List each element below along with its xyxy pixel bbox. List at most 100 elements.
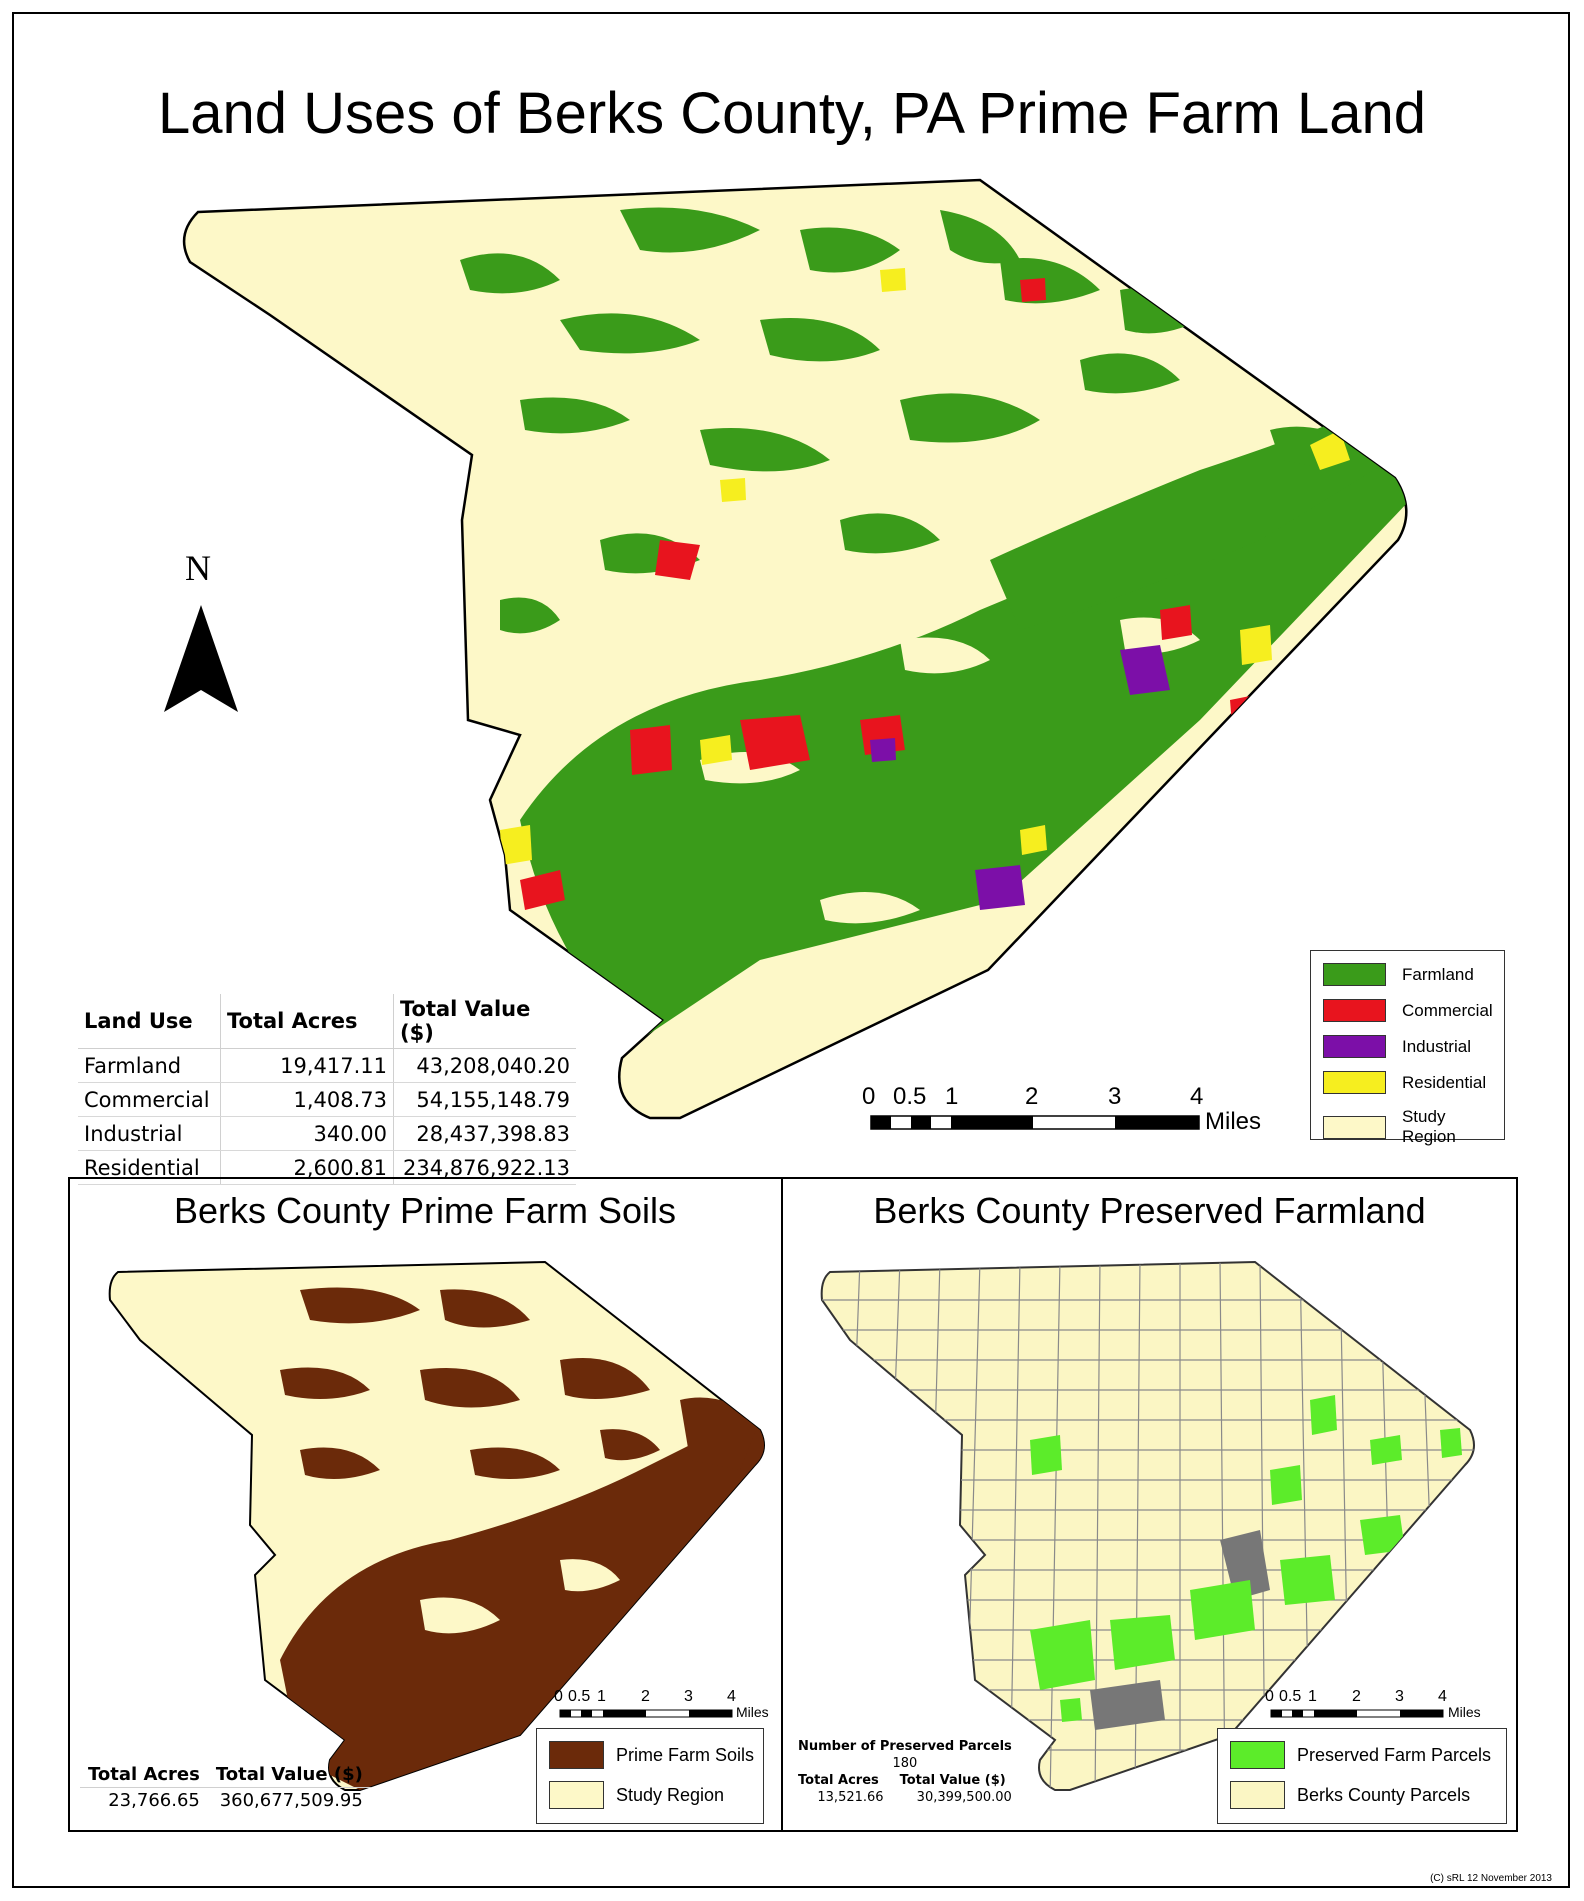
legend-label: Preserved Farm Parcels [1297, 1744, 1492, 1765]
soils-scale-unit: Miles [736, 1704, 769, 1720]
residential-patch [720, 478, 746, 502]
land-use-table: Land Use Total Acres Total Value ($) Far… [78, 994, 576, 1185]
legend-label: Farmland [1402, 964, 1474, 984]
legend-label: Study Region [616, 1784, 725, 1805]
preserved-legend: Preserved Farm Parcels Berks County Parc… [1217, 1728, 1507, 1824]
soils-scale-tick: 0.5 [568, 1688, 591, 1705]
commercial-patch [630, 725, 672, 775]
farmland-patch [460, 253, 560, 294]
commercial-patch [1230, 695, 1258, 725]
farmland-patch [700, 428, 830, 472]
commercial-patch [520, 870, 565, 910]
soils-map-title: Berks County Prime Farm Soils [173, 1190, 677, 1231]
scale-unit: Miles [1205, 1108, 1262, 1135]
commercial-patch [1020, 278, 1046, 302]
cell-acres: 340.00 [220, 1116, 394, 1151]
header-total-value: Total Value ($) [899, 1773, 1006, 1788]
soils-legend: Prime Farm Soils Study Region [536, 1728, 764, 1824]
main-legend: Farmland Commercial Industrial Residenti… [1310, 950, 1505, 1146]
farmland-patch [560, 313, 700, 354]
legend-swatch-prime-soils [549, 1741, 604, 1769]
header-total-value: Total Value ($) [215, 1764, 363, 1785]
farmland-patch [1080, 353, 1180, 394]
preserved-scale-tick: 1 [1308, 1688, 1317, 1705]
farmland-east [990, 420, 1390, 630]
industrial-patch [870, 738, 896, 762]
cell-use: Industrial [78, 1116, 221, 1151]
bottom-divider [781, 1177, 783, 1832]
cell-acres: 23,766.65 [80, 1787, 208, 1813]
table-row: 180 [790, 1755, 1020, 1772]
residential-patch [880, 268, 906, 292]
preserved-scale-tick: 0 [1265, 1688, 1274, 1705]
table-row: 23,766.65 360,677,509.95 [80, 1787, 371, 1813]
study-region-main [182, 178, 1408, 1120]
legend-item-residential: Residential [1323, 1071, 1486, 1094]
study-region-gap [900, 637, 990, 674]
residential-patch [1240, 625, 1272, 665]
copyright-text: (C) sRL 12 November 2013 [1430, 1873, 1552, 1884]
residential-patch [500, 825, 532, 865]
cell-value: 360,677,509.95 [207, 1787, 371, 1813]
soils-scale-tick: 4 [727, 1688, 736, 1705]
table-header-row: Total Acres Total Value ($) [790, 1772, 1020, 1789]
legend-swatch-study-region [1323, 1115, 1386, 1139]
residential-patch [700, 735, 732, 765]
preserved-map-title: Berks County Preserved Farmland [873, 1190, 1426, 1231]
north-label: N [185, 548, 211, 588]
legend-label: Prime Farm Soils [616, 1744, 755, 1765]
table-row: Industrial 340.00 28,437,398.83 [78, 1116, 576, 1151]
scale-tick-1: 1 [945, 1083, 959, 1110]
header-total-acres: Total Acres [798, 1773, 879, 1788]
cell-acres: 1,408.73 [220, 1082, 394, 1117]
soils-scale-tick: 0 [554, 1688, 563, 1705]
residential-patch [1310, 430, 1350, 470]
scale-tick-3: 3 [1108, 1083, 1122, 1110]
cell-use: Farmland [78, 1048, 221, 1083]
header-total-acres: Total Acres [220, 994, 394, 1049]
legend-item-parcels: Berks County Parcels [1230, 1781, 1470, 1809]
legend-item-study-region: Study Region [1323, 1107, 1504, 1147]
legend-item-commercial: Commercial [1323, 999, 1493, 1022]
table-row: Farmland 19,417.11 43,208,040.20 [78, 1048, 576, 1083]
industrial-patch [1120, 645, 1170, 695]
study-region-gap [820, 892, 920, 924]
commercial-patch [655, 540, 700, 580]
legend-swatch-industrial [1323, 1035, 1386, 1058]
farmland-patch [620, 207, 760, 253]
scale-tick-4: 4 [1190, 1083, 1204, 1110]
soils-stats-table: Total Acres Total Value ($) 23,766.65 36… [80, 1762, 371, 1813]
commercial-patch [740, 715, 810, 770]
page-title: Land Uses of Berks County, PA Prime Farm… [158, 81, 1426, 146]
farmland-patch [520, 397, 630, 434]
legend-label: Berks County Parcels [1297, 1784, 1471, 1805]
scale-tick-0-5: 0.5 [893, 1083, 927, 1110]
farmland-patch [840, 513, 940, 554]
bottom-panels-frame [68, 1177, 1518, 1832]
main-scale-bar [870, 1115, 1200, 1130]
cell-value: 234,876,922.13 [393, 1150, 576, 1185]
legend-swatch-commercial [1323, 999, 1386, 1022]
farmland-patch [800, 227, 900, 273]
cell-acres: 13,521.66 [817, 1790, 884, 1805]
farmland-belt [520, 440, 1407, 1040]
farmland-patch [500, 597, 560, 634]
north-arrow-icon [164, 605, 238, 712]
cell-acres: 19,417.11 [220, 1048, 394, 1083]
table-header-row: Number of Preserved Parcels [790, 1738, 1020, 1755]
scale-tick-2: 2 [1025, 1083, 1039, 1110]
legend-item-prime-soils: Prime Farm Soils [549, 1741, 754, 1769]
table-header-row: Land Use Total Acres Total Value ($) [78, 994, 576, 1049]
table-row: Commercial 1,408.73 54,155,148.79 [78, 1082, 576, 1117]
preserved-scale-tick: 0.5 [1279, 1688, 1302, 1705]
cell-use: Commercial [78, 1082, 221, 1117]
legend-swatch-study-region [549, 1781, 604, 1809]
legend-label: Commercial [1402, 1000, 1493, 1020]
scale-tick-0: 0 [862, 1083, 876, 1110]
legend-item-preserved: Preserved Farm Parcels [1230, 1741, 1491, 1769]
soils-scale-tick: 2 [641, 1688, 650, 1705]
soils-scale-tick: 3 [684, 1688, 693, 1705]
preserved-scale-tick: 4 [1438, 1688, 1447, 1705]
cell-parcel-count: 180 [892, 1756, 918, 1771]
